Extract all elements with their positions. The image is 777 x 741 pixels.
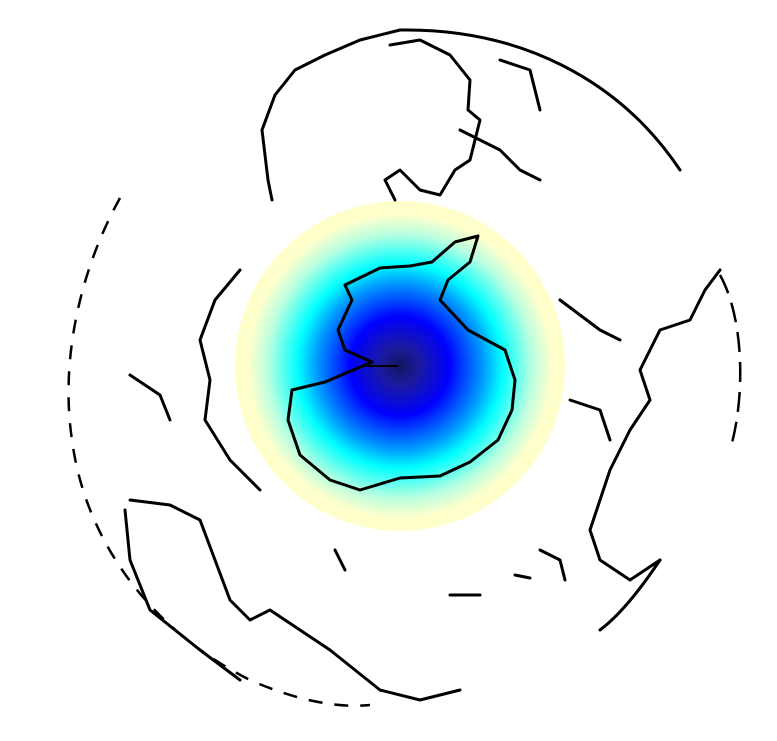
islands-bottom bbox=[333, 548, 567, 597]
limb-lower-right bbox=[598, 558, 662, 632]
limb-top bbox=[398, 28, 682, 172]
australia bbox=[123, 498, 462, 702]
madagascar-region bbox=[458, 58, 542, 182]
antarctica bbox=[286, 234, 517, 492]
south-america bbox=[558, 268, 722, 582]
field-disk bbox=[235, 201, 565, 531]
africa bbox=[260, 28, 482, 202]
left-coast bbox=[128, 268, 262, 492]
limb-left bbox=[67, 197, 371, 707]
limb-right bbox=[718, 274, 742, 451]
